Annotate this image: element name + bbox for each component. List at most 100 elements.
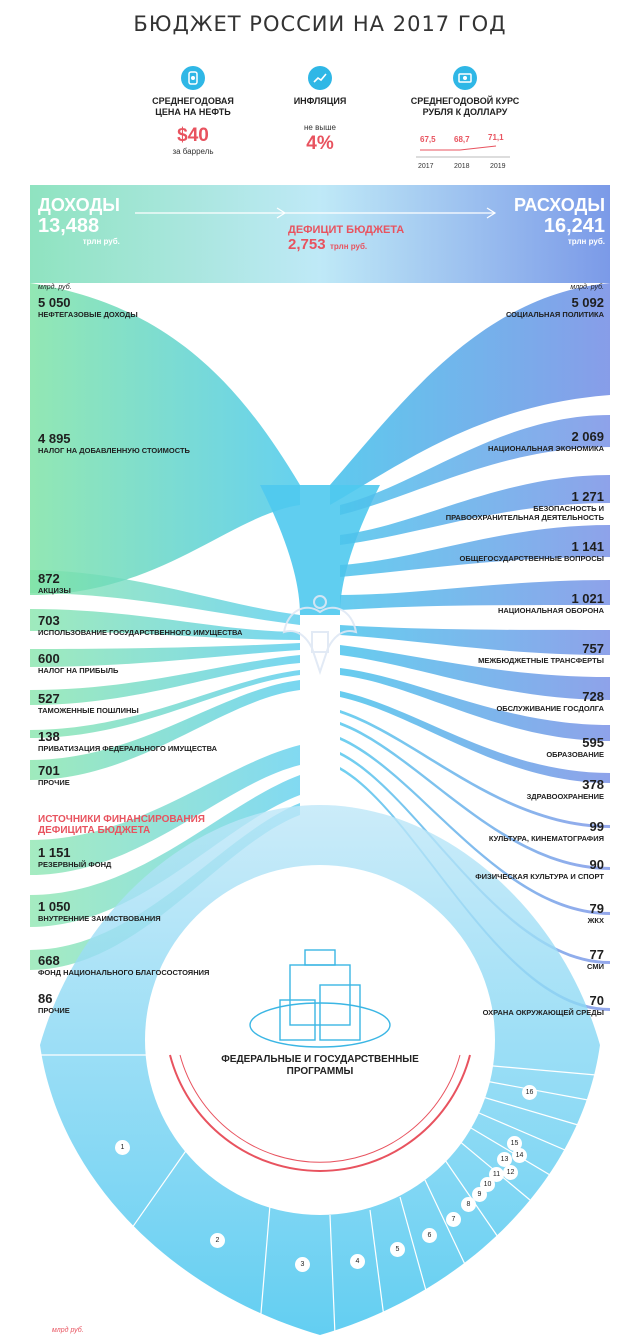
program-divider	[119, 1144, 191, 1246]
expense-item: 757 МЕЖБЮДЖЕТНЫЕ ТРАНСФЕРТЫ	[478, 642, 604, 666]
income-unit: трлн руб.	[82, 237, 120, 246]
program-number: 11	[489, 1167, 504, 1182]
program-number: 7	[446, 1212, 461, 1227]
income-item: 5 050 НЕФТЕГАЗОВЫЕ ДОХОДЫ	[38, 295, 138, 320]
expense-header: РАСХОДЫ 16,241 трлн руб.	[500, 195, 605, 247]
expense-flow	[340, 475, 610, 545]
chart-rise-icon	[308, 66, 332, 90]
item-name: ОХРАНА ОКРУЖАЮЩЕЙ СРЕДЫ	[482, 1008, 604, 1017]
item-name: НАЛОГ НА ДОБАВЛЕННУЮ СТОИМОСТЬ	[38, 446, 190, 455]
rate-value: 71,1	[488, 133, 504, 142]
program-divider	[481, 1064, 597, 1076]
program-number: 10	[480, 1177, 495, 1192]
program-divider	[465, 1124, 551, 1176]
program-divider	[424, 1179, 471, 1276]
income-flow	[30, 680, 300, 780]
income-flow	[30, 609, 300, 640]
expense-title: РАСХОДЫ	[513, 195, 605, 215]
rate-segment	[459, 145, 497, 151]
kpi-rate: СРЕДНЕГОДОВОЙ КУРС РУБЛЯ К ДОЛЛАРУ	[400, 66, 530, 118]
item-value: 701	[38, 763, 60, 778]
deficit-item: 86 ПРОЧИЕ	[38, 991, 70, 1016]
income-value: 13,488	[38, 215, 100, 237]
oil-unit: за баррель	[172, 147, 214, 156]
rate-year: 2018	[454, 163, 470, 170]
item-value: 99	[589, 819, 604, 834]
coat-of-arms-icon	[282, 595, 358, 676]
income-item: 138 ПРИВАТИЗАЦИЯ ФЕДЕРАЛЬНОГО ИМУЩЕСТВА	[38, 729, 217, 754]
item-name: НАЦИОНАЛЬНАЯ ЭКОНОМИКА	[487, 444, 604, 453]
rate-value: 68,7	[454, 135, 470, 144]
programs-arc	[179, 1054, 461, 1163]
item-value: 79	[589, 901, 604, 916]
item-name: АКЦИЗЫ	[38, 586, 71, 595]
program-number: 6	[422, 1228, 437, 1243]
item-value: 86	[38, 991, 53, 1006]
expense-item: 5 092 СОЦИАЛЬНАЯ ПОЛИТИКА	[505, 295, 604, 320]
program-divider	[259, 1204, 271, 1326]
item-name: НАЛОГ НА ПРИБЫЛЬ	[38, 666, 119, 675]
deficit-item: 1 151 РЕЗЕРВНЫЙ ФОНД	[38, 846, 111, 870]
item-value: 5 092	[571, 295, 604, 310]
income-flow	[30, 643, 300, 667]
budget-flow-diagram	[30, 185, 610, 1336]
expense-flow	[340, 580, 610, 610]
expense-unit: трлн руб.	[567, 237, 605, 246]
item-name: ПРАВООХРАНИТЕЛЬНАЯ ДЕЯТЕЛЬНОСТЬ	[445, 513, 604, 522]
item-value: 595	[582, 735, 604, 750]
item-value: 1 271	[571, 489, 604, 504]
program-number: 16	[522, 1085, 537, 1100]
expense-flow	[340, 525, 610, 577]
item-name: КУЛЬТУРА, КИНЕМАТОГРАФИЯ	[488, 834, 604, 843]
item-name: ЗДРАВООХРАНЕНИЕ	[526, 792, 604, 801]
kpi-oil: СРЕДНЕГОДОВАЯ ЦЕНА НА НЕФТЬ $40 за барре…	[138, 66, 248, 156]
oil-label-2: ЦЕНА НА НЕФТЬ	[155, 107, 231, 117]
item-value: 138	[38, 729, 60, 744]
header-arrow	[135, 207, 497, 219]
program-number: 14	[512, 1148, 527, 1163]
expense-item: 77 СМИ	[587, 948, 604, 972]
item-name: БЕЗОПАСНОСТЬ И	[533, 504, 604, 513]
item-name: СОЦИАЛЬНАЯ ПОЛИТИКА	[505, 310, 604, 319]
income-item: 600 НАЛОГ НА ПРИБЫЛЬ	[38, 652, 119, 676]
expense-item: 90 ФИЗИЧЕСКАЯ КУЛЬТУРА И СПОРТ	[475, 858, 604, 882]
income-item: 703 ИСПОЛЬЗОВАНИЕ ГОСУДАРСТВЕННОГО ИМУЩЕС…	[38, 614, 242, 638]
item-name: ЖКХ	[587, 916, 604, 925]
expense-flow	[340, 625, 610, 655]
expense-item: 1 271 БЕЗОПАСНОСТЬ И ПРАВООХРАНИТЕЛЬНАЯ ДЕ…	[445, 489, 604, 523]
program-divider	[471, 1109, 566, 1151]
item-value: 5 050	[38, 295, 71, 310]
expense-unit-label: млрд. руб.	[570, 284, 604, 291]
program-number: 3	[295, 1257, 310, 1272]
program-number: 2	[210, 1233, 225, 1248]
expense-item: 1 021 НАЦИОНАЛЬНАЯ ОБОРОНА	[498, 592, 604, 616]
rate-label-2: РУБЛЯ К ДОЛЛАРУ	[422, 107, 508, 117]
page-title: БЮДЖЕТ РОССИИ НА 2017 ГОД	[133, 12, 507, 36]
expense-item: 595 ОБРАЗОВАНИЕ	[546, 735, 604, 760]
currency-icon	[453, 66, 477, 90]
programs-title-2: ПРОГРАММЫ	[286, 1066, 354, 1077]
program-divider	[329, 1214, 336, 1336]
item-name: ОБРАЗОВАНИЕ	[546, 750, 604, 759]
income-item: 701 ПРОЧИЕ	[38, 763, 70, 788]
oil-barrel-icon	[181, 66, 205, 90]
item-value: 70	[589, 993, 604, 1008]
item-value: 527	[38, 691, 60, 706]
kpi-inflation: ИНФЛЯЦИЯ не выше 4%	[270, 66, 370, 155]
deficit-item: 1 050 ВНУТРЕННИЕ ЗАИМСТВОВАНИЯ	[38, 900, 161, 924]
expense-item: 70 ОХРАНА ОКРУЖАЮЩЕЙ СРЕДЫ	[482, 993, 604, 1018]
deficit-sources-title-1: ИСТОЧНИКИ ФИНАНСИРОВАНИЯ	[38, 814, 205, 825]
deficit-unit: трлн руб.	[330, 242, 368, 251]
programs-title: ФЕДЕРАЛЬНЫЕ И ГОСУДАРСТВЕННЫЕ ПРОГРАММЫ	[200, 1054, 440, 1078]
deficit-title: ДЕФИЦИТ БЮДЖЕТА	[288, 224, 405, 236]
program-number: 13	[497, 1152, 512, 1167]
inflation-value: 4%	[306, 133, 334, 154]
deficit-flow	[30, 745, 300, 875]
item-name: НЕФТЕГАЗОВЫЕ ДОХОДЫ	[38, 310, 138, 319]
program-number: 15	[507, 1136, 522, 1151]
programs-title-1: ФЕДЕРАЛЬНЫЕ И ГОСУДАРСТВЕННЫЕ	[221, 1054, 419, 1065]
item-name: ПРОЧИЕ	[38, 1006, 70, 1015]
income-item: 527 ТАМОЖЕННЫЕ ПОШЛИНЫ	[38, 691, 139, 716]
item-name: МЕЖБЮДЖЕТНЫЕ ТРАНСФЕРТЫ	[478, 656, 604, 665]
item-name: СМИ	[587, 962, 604, 971]
